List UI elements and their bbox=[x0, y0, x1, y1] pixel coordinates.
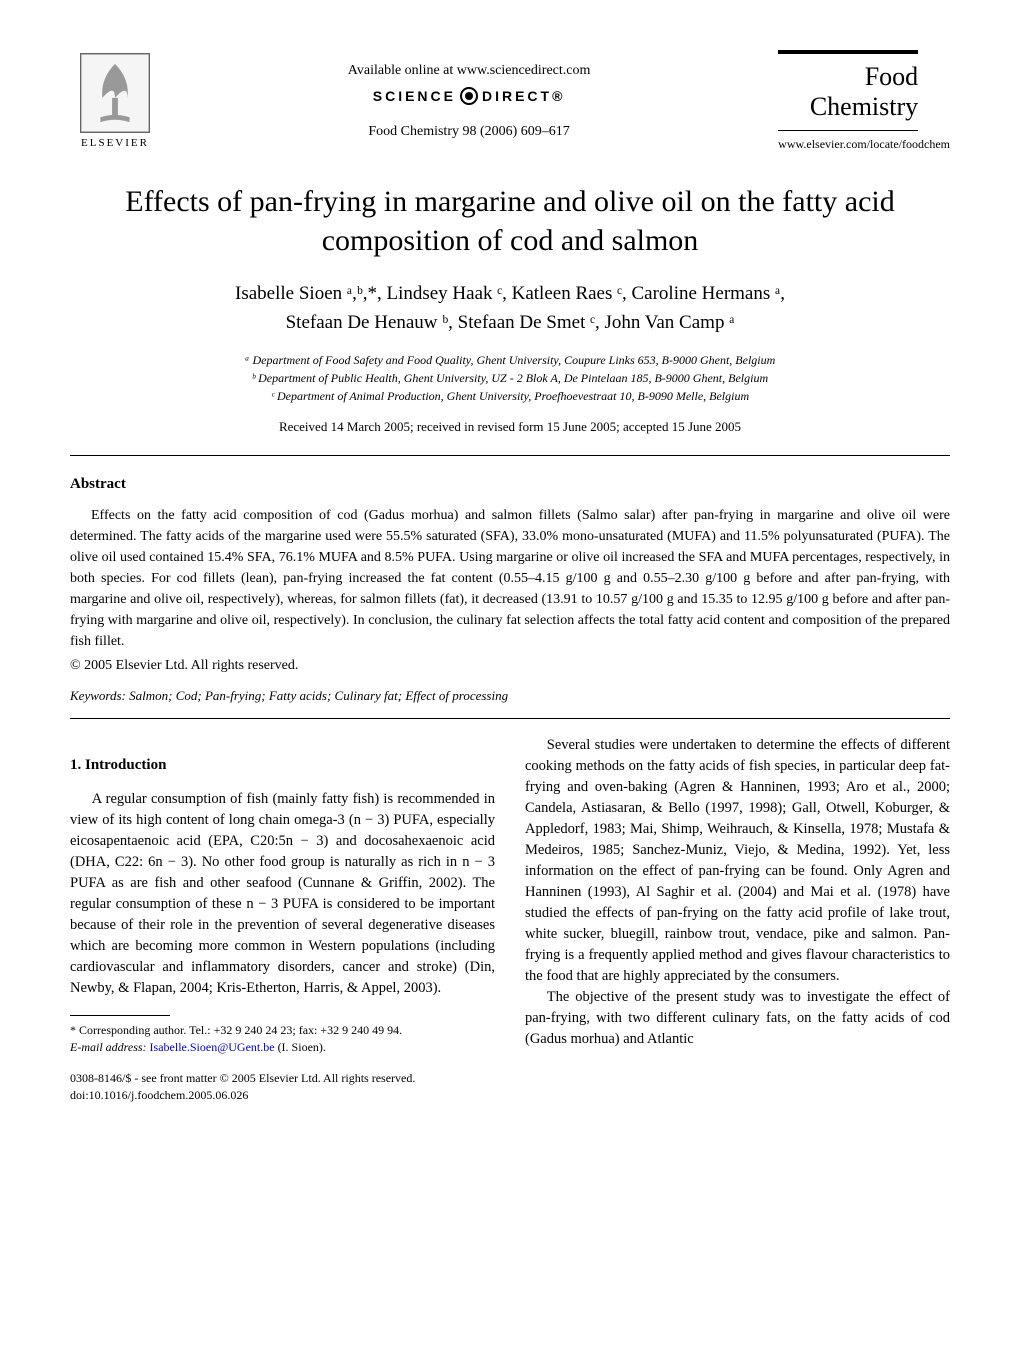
sd-right: DIRECT® bbox=[482, 88, 565, 104]
keywords-text: Salmon; Cod; Pan-frying; Fatty acids; Cu… bbox=[126, 688, 508, 703]
footnote-divider bbox=[70, 1015, 170, 1016]
authors-line-1: Isabelle Sioen ᵃ,ᵇ,*, Lindsey Haak ᶜ, Ka… bbox=[70, 280, 950, 309]
affiliations-block: ᵃ Department of Food Safety and Food Qua… bbox=[70, 351, 950, 405]
footnote-tel: * Corresponding author. Tel.: +32 9 240 … bbox=[70, 1022, 495, 1039]
intro-heading: 1. Introduction bbox=[70, 755, 495, 777]
doi: doi:10.1016/j.foodchem.2005.06.026 bbox=[70, 1087, 495, 1104]
divider-bottom bbox=[70, 718, 950, 719]
journal-citation: Food Chemistry 98 (2006) 609–617 bbox=[160, 124, 778, 140]
header-center: Available online at www.sciencedirect.co… bbox=[160, 63, 778, 140]
keywords-line: Keywords: Salmon; Cod; Pan-frying; Fatty… bbox=[70, 688, 950, 704]
publisher-name: ELSEVIER bbox=[81, 137, 149, 149]
column-right: Several studies were undertaken to deter… bbox=[525, 735, 950, 1104]
elsevier-tree-icon bbox=[80, 53, 150, 133]
journal-name-2: Chemistry bbox=[778, 92, 918, 122]
intro-col2-p1: Several studies were undertaken to deter… bbox=[525, 735, 950, 987]
received-dates: Received 14 March 2005; received in revi… bbox=[70, 419, 950, 435]
email-suffix: (I. Sioen). bbox=[275, 1040, 326, 1054]
elsevier-logo: ELSEVIER bbox=[70, 53, 160, 149]
sd-left: SCIENCE bbox=[373, 88, 456, 104]
authors-line-2: Stefaan De Henauw ᵇ, Stefaan De Smet ᶜ, … bbox=[70, 309, 950, 338]
email-label: E-mail address: bbox=[70, 1040, 150, 1054]
abstract-copyright: © 2005 Elsevier Ltd. All rights reserved… bbox=[70, 658, 950, 674]
corresponding-author-footnote: * Corresponding author. Tel.: +32 9 240 … bbox=[70, 1022, 495, 1056]
front-matter: 0308-8146/$ - see front matter © 2005 El… bbox=[70, 1070, 495, 1087]
affiliation-c: ᶜ Department of Animal Production, Ghent… bbox=[70, 387, 950, 405]
intro-col1-p1: A regular consumption of fish (mainly fa… bbox=[70, 789, 495, 999]
sd-dot-icon bbox=[460, 87, 478, 105]
journal-url: www.elsevier.com/locate/foodchem bbox=[778, 137, 950, 152]
affiliation-b: ᵇ Department of Public Health, Ghent Uni… bbox=[70, 369, 950, 387]
article-title: Effects of pan-frying in margarine and o… bbox=[110, 182, 910, 260]
available-online-text: Available online at www.sciencedirect.co… bbox=[160, 63, 778, 79]
authors-block: Isabelle Sioen ᵃ,ᵇ,*, Lindsey Haak ᶜ, Ka… bbox=[70, 280, 950, 337]
keywords-label: Keywords: bbox=[70, 688, 126, 703]
science-direct-logo: SCIENCE DIRECT® bbox=[373, 87, 566, 105]
abstract-heading: Abstract bbox=[70, 476, 950, 493]
journal-header: ELSEVIER Available online at www.science… bbox=[70, 50, 950, 152]
column-left: 1. Introduction A regular consumption of… bbox=[70, 735, 495, 1104]
intro-col2-p2: The objective of the present study was t… bbox=[525, 987, 950, 1050]
author-email[interactable]: Isabelle.Sioen@UGent.be bbox=[150, 1040, 275, 1054]
affiliation-a: ᵃ Department of Food Safety and Food Qua… bbox=[70, 351, 950, 369]
journal-name-1: Food bbox=[778, 62, 918, 92]
abstract-text: Effects on the fatty acid composition of… bbox=[70, 505, 950, 652]
divider-top bbox=[70, 455, 950, 456]
body-columns: 1. Introduction A regular consumption of… bbox=[70, 735, 950, 1104]
doi-block: 0308-8146/$ - see front matter © 2005 El… bbox=[70, 1070, 495, 1105]
journal-title-block: Food Chemistry www.elsevier.com/locate/f… bbox=[778, 50, 950, 152]
